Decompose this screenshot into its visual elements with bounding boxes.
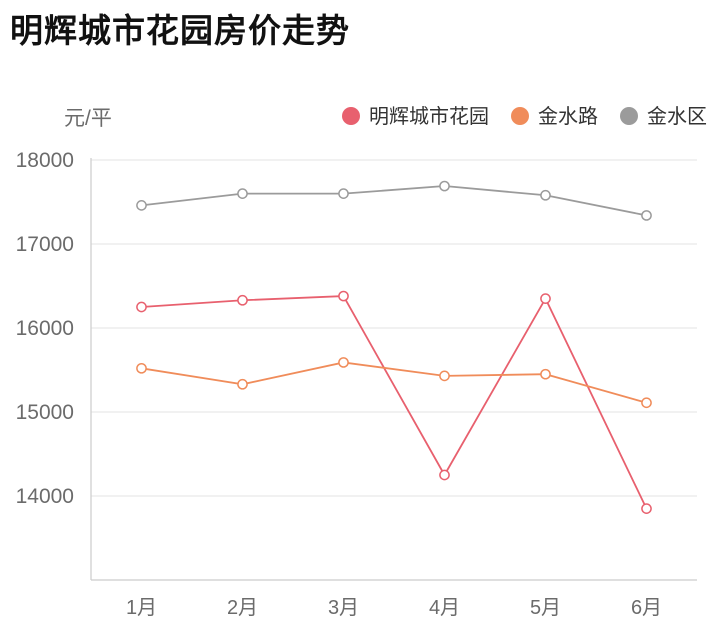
data-point (439, 469, 450, 481)
x-tick-label: 6月 (631, 597, 662, 619)
y-tick-label: 17000 (16, 233, 74, 256)
data-point (540, 368, 551, 380)
x-tick-label: 3月 (328, 597, 359, 619)
data-point (439, 370, 450, 382)
chart-title: 明辉城市花园房价走势 (10, 11, 350, 50)
series-line (141, 185, 647, 217)
data-point (237, 378, 248, 390)
data-point (136, 301, 147, 313)
data-point (641, 397, 652, 409)
y-tick-label: 18000 (16, 149, 74, 172)
data-point (136, 362, 147, 374)
data-point (338, 290, 349, 302)
legend-marker (620, 107, 638, 125)
data-point (136, 200, 147, 211)
data-point (540, 293, 551, 304)
legend-label: 金水路 (538, 105, 598, 128)
data-point (540, 189, 551, 201)
y-axis-unit-label: 元/平 (64, 107, 112, 130)
y-tick-label: 14000 (16, 485, 74, 508)
data-point (338, 357, 349, 368)
data-point (338, 188, 349, 199)
series-line (141, 361, 647, 404)
x-tick-label: 2月 (227, 597, 258, 619)
legend-marker (511, 107, 529, 125)
y-tick-label: 15000 (16, 401, 74, 424)
y-tick-label: 16000 (16, 317, 74, 340)
series-line (141, 295, 648, 509)
x-tick-label: 1月 (126, 597, 157, 619)
data-point (237, 188, 248, 199)
data-point (439, 180, 450, 192)
legend-marker (342, 107, 360, 125)
data-point (641, 210, 652, 221)
legend-label: 明辉城市花园 (369, 105, 489, 128)
data-point (237, 294, 248, 306)
x-tick-label: 4月 (429, 597, 460, 619)
data-point (641, 503, 652, 514)
legend-label: 金水区 (647, 105, 707, 128)
x-tick-label: 5月 (530, 597, 561, 619)
